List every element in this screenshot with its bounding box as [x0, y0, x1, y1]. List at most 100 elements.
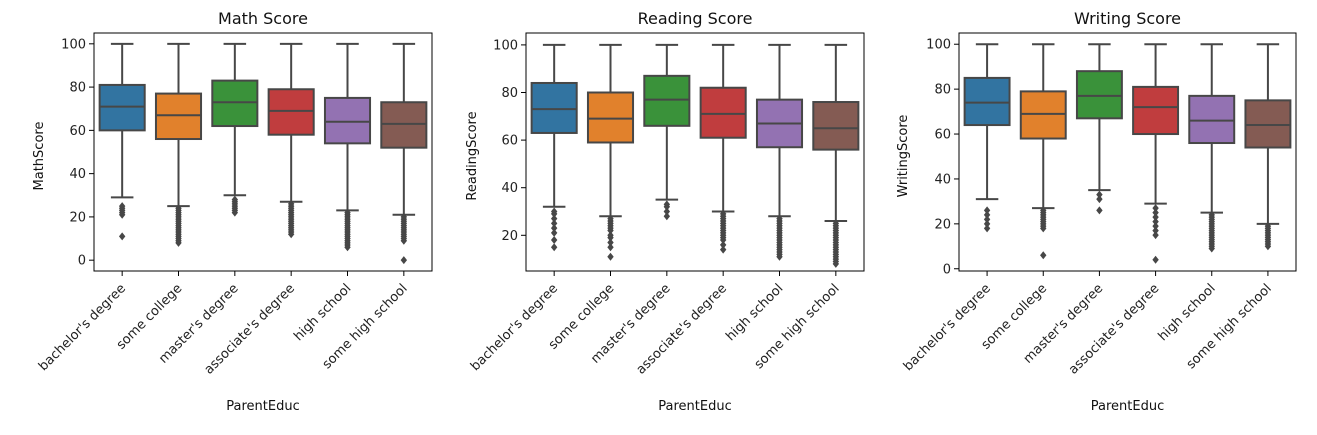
outlier-point: [1040, 206, 1047, 215]
outlier-point: [550, 219, 558, 228]
y-tick-label: 20: [934, 217, 951, 232]
outlier-point: [1152, 231, 1159, 240]
outlier-point: [1096, 195, 1103, 204]
outlier-point: [550, 236, 558, 245]
outlier-point: [175, 204, 182, 213]
outlier-point: [118, 202, 126, 211]
outlier-point: [550, 243, 558, 252]
box-iqr: [1244, 99, 1292, 149]
outlier-point: [1040, 251, 1047, 260]
box-3: [211, 42, 259, 217]
outlier-point: [231, 195, 239, 204]
box-6: [812, 43, 860, 268]
x-tick-label: bachelor's degree: [468, 281, 561, 374]
axes-frame: [525, 32, 865, 272]
outlier-point: [1152, 204, 1159, 213]
chart-title: Reading Score: [638, 9, 753, 28]
box-5: [1188, 43, 1236, 253]
y-tick-label: 0: [943, 262, 951, 277]
outlier-point: [1152, 213, 1159, 222]
y-tick-label: 80: [69, 81, 86, 96]
box-iqr: [699, 86, 747, 139]
box-iqr: [1019, 90, 1067, 140]
outlier-point: [1096, 206, 1103, 215]
outlier-point: [663, 200, 671, 209]
outlier-point: [1152, 208, 1159, 217]
y-tick-label: 20: [69, 210, 86, 225]
x-axis-label: ParentEduc: [226, 399, 299, 414]
outlier-point: [719, 240, 727, 249]
box-iqr: [812, 101, 860, 151]
x-tick-label: high school: [1156, 281, 1219, 344]
outlier-point: [663, 212, 671, 221]
outlier-point: [983, 210, 991, 219]
outlier-point: [983, 206, 991, 215]
box-4: [1132, 43, 1180, 264]
chart-title: Math Score: [218, 9, 308, 28]
x-tick-label: bachelor's degree: [901, 281, 994, 374]
outlier-point: [607, 243, 614, 252]
y-tick-label: 60: [501, 134, 518, 149]
box-3: [643, 43, 691, 221]
x-tick-label: high school: [291, 281, 354, 344]
outlier-point: [1152, 255, 1159, 264]
y-tick-label: 60: [69, 124, 86, 139]
outlier-point: [607, 252, 614, 261]
box-2: [1019, 43, 1067, 260]
box-1: [98, 42, 146, 241]
outlier-point: [983, 219, 991, 228]
outlier-point: [550, 207, 558, 216]
box-5: [755, 43, 804, 261]
box-3: [1075, 43, 1123, 215]
outlier-point: [1208, 210, 1215, 219]
outlier-point: [832, 219, 840, 228]
outlier-point: [1152, 226, 1159, 235]
outlier-point: [550, 214, 558, 223]
box-iqr: [380, 101, 428, 149]
outlier-point: [1152, 222, 1159, 231]
box-iqr: [586, 91, 635, 144]
box-iqr: [211, 79, 259, 128]
y-tick-label: 100: [926, 38, 951, 53]
y-axis-label: WritingScore: [896, 115, 911, 198]
box-iqr: [963, 76, 1011, 127]
box-6: [1244, 43, 1292, 251]
y-tick-label: 40: [69, 167, 86, 182]
box-iqr: [1188, 94, 1236, 145]
y-axis-label: ReadingScore: [465, 111, 480, 200]
outlier-point: [983, 224, 991, 233]
outlier-point: [287, 199, 295, 208]
box-4: [699, 43, 747, 254]
box-6: [380, 42, 428, 265]
box-iqr: [154, 92, 203, 141]
outlier-point: [776, 214, 783, 223]
y-axis-label: MathScore: [32, 122, 47, 191]
outlier-point: [663, 207, 671, 216]
box-iqr: [98, 83, 146, 132]
outlier-point: [344, 208, 351, 217]
axes-frame: [958, 32, 1297, 272]
box-5: [323, 42, 372, 252]
outlier-point: [1152, 217, 1159, 226]
x-axis-label: ParentEduc: [1091, 399, 1164, 414]
outlier-point: [607, 238, 614, 247]
y-tick-label: 60: [934, 128, 951, 143]
outlier-point: [719, 209, 727, 218]
box-iqr: [1132, 85, 1180, 136]
y-tick-label: 40: [934, 172, 951, 187]
outlier-point: [983, 215, 991, 224]
box-1: [530, 43, 578, 252]
y-tick-label: 0: [78, 254, 86, 269]
box-2: [586, 43, 635, 261]
outlier-point: [118, 232, 126, 241]
box-1: [963, 43, 1011, 233]
outlier-point: [1264, 222, 1272, 231]
axes-frame: [93, 32, 433, 272]
x-axis-label: ParentEduc: [658, 399, 731, 414]
x-tick-label: bachelor's degree: [36, 281, 129, 374]
box-iqr: [1075, 70, 1123, 120]
box-iqr: [643, 74, 691, 127]
